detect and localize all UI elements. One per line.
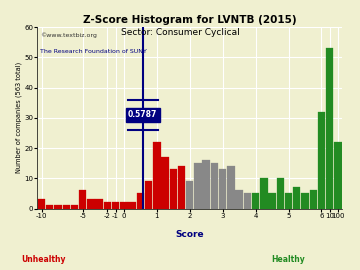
Bar: [71, 205, 78, 208]
Bar: [211, 163, 218, 208]
X-axis label: Score: Score: [175, 230, 204, 239]
Bar: [194, 163, 202, 208]
Bar: [112, 202, 120, 208]
Text: Unhealthy: Unhealthy: [21, 255, 66, 264]
Bar: [318, 112, 325, 208]
Text: Healthy: Healthy: [271, 255, 305, 264]
Bar: [202, 160, 210, 208]
Bar: [326, 48, 333, 208]
Bar: [268, 193, 276, 208]
Bar: [334, 142, 342, 208]
Text: Sector: Consumer Cyclical: Sector: Consumer Cyclical: [121, 28, 239, 37]
Bar: [104, 202, 111, 208]
Bar: [145, 181, 152, 208]
Bar: [129, 202, 136, 208]
Bar: [186, 181, 193, 208]
Bar: [285, 193, 292, 208]
Bar: [178, 166, 185, 208]
Bar: [310, 190, 317, 208]
Bar: [276, 178, 284, 208]
Bar: [153, 142, 161, 208]
Bar: [260, 178, 267, 208]
Bar: [244, 193, 251, 208]
Bar: [137, 193, 144, 208]
Title: Z-Score Histogram for LVNTB (2015): Z-Score Histogram for LVNTB (2015): [83, 15, 297, 25]
Bar: [170, 169, 177, 208]
Bar: [235, 190, 243, 208]
Bar: [46, 205, 54, 208]
Bar: [120, 202, 127, 208]
Bar: [38, 200, 45, 208]
Bar: [54, 205, 62, 208]
Bar: [252, 193, 259, 208]
Bar: [87, 200, 95, 208]
Bar: [219, 169, 226, 208]
Bar: [293, 187, 301, 208]
Text: 0.5787: 0.5787: [128, 110, 157, 119]
Y-axis label: Number of companies (563 total): Number of companies (563 total): [15, 62, 22, 173]
Bar: [227, 166, 235, 208]
Bar: [63, 205, 70, 208]
Bar: [95, 200, 103, 208]
Bar: [161, 157, 169, 208]
Text: ©www.textbiz.org: ©www.textbiz.org: [40, 33, 97, 38]
Bar: [79, 190, 86, 208]
Text: The Research Foundation of SUNY: The Research Foundation of SUNY: [40, 49, 147, 54]
Bar: [301, 193, 309, 208]
